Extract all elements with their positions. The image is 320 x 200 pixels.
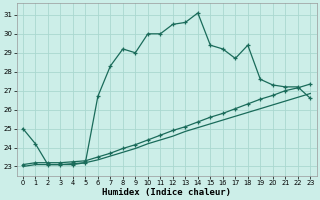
X-axis label: Humidex (Indice chaleur): Humidex (Indice chaleur) xyxy=(102,188,231,197)
